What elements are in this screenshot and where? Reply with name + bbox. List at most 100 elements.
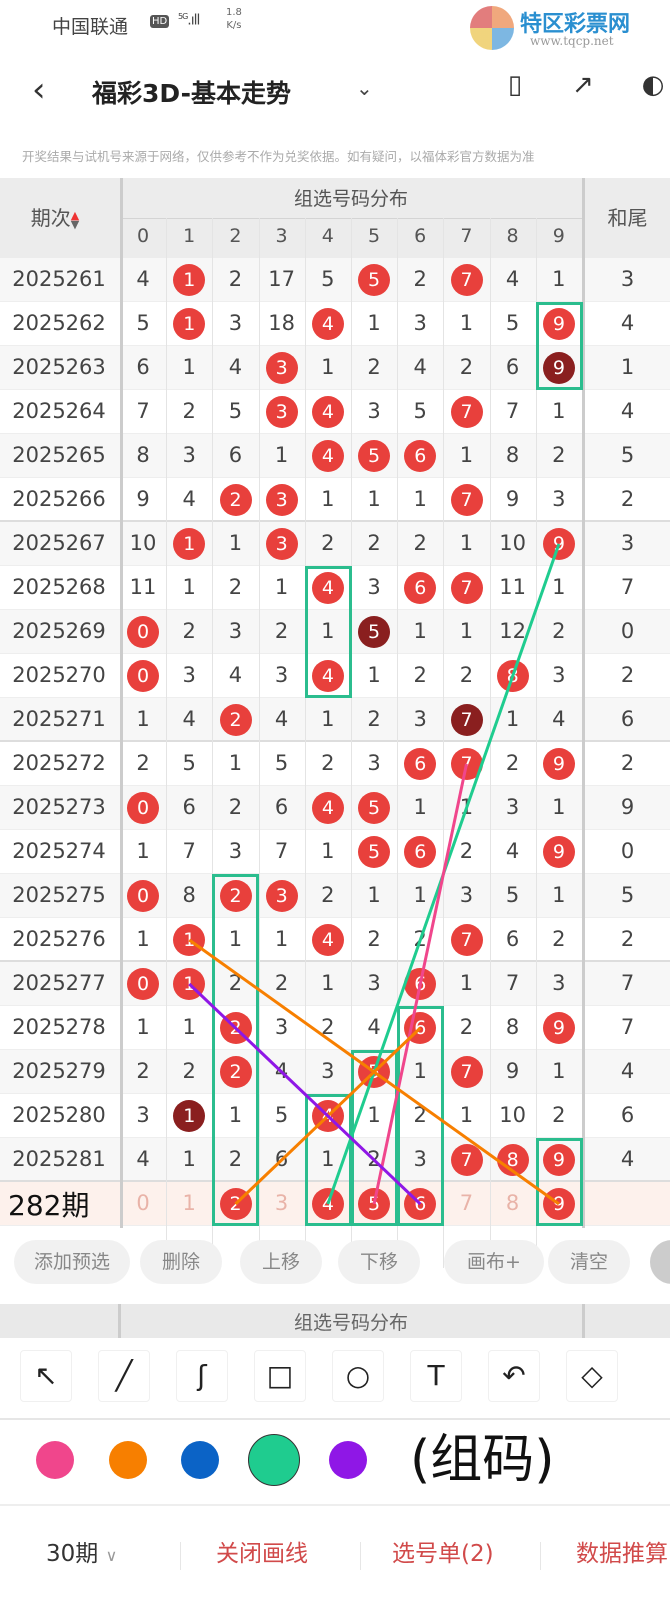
table-row: 2025262 5 1 3 18 4 1 3 1 5 9 4: [0, 302, 670, 346]
action-button[interactable]: 上移: [240, 1240, 322, 1284]
hit-number-ball[interactable]: 9: [542, 836, 575, 868]
hit-number-ball[interactable]: 7: [450, 484, 483, 516]
hit-number-ball[interactable]: 6: [404, 748, 437, 780]
green-highlight-box[interactable]: [304, 566, 352, 698]
color-swatch[interactable]: [248, 1434, 300, 1486]
page-title[interactable]: 福彩3D-基本走势: [92, 79, 291, 108]
circle-icon[interactable]: ○: [332, 1350, 384, 1402]
green-highlight-box[interactable]: [351, 1050, 398, 1226]
miss-count-cell: 1: [274, 443, 289, 467]
hit-number-ball[interactable]: 3: [265, 528, 298, 560]
hit-number-ball[interactable]: 0: [127, 880, 160, 912]
chevron-down-icon[interactable]: ⌄: [356, 76, 373, 100]
green-highlight-box[interactable]: [212, 874, 260, 1226]
hit-number-ball[interactable]: 3: [265, 484, 298, 516]
hit-number-ball[interactable]: 8: [496, 1144, 529, 1176]
repeat-number-ball[interactable]: 7: [450, 704, 483, 736]
action-button[interactable]: 删除: [140, 1240, 222, 1284]
hit-number-ball[interactable]: 0: [127, 792, 160, 824]
hit-number-ball[interactable]: 0: [127, 968, 160, 1000]
hit-number-ball[interactable]: 4: [311, 396, 344, 428]
period-header[interactable]: 期次▲ ▼: [30, 206, 80, 231]
color-swatch[interactable]: [109, 1441, 147, 1479]
color-swatch[interactable]: [329, 1441, 367, 1479]
hit-number-ball[interactable]: 2: [219, 484, 252, 516]
hit-number-ball[interactable]: 7: [450, 1056, 483, 1088]
line-icon[interactable]: ╱: [98, 1350, 150, 1402]
period-count-select[interactable]: 30期 ∨: [46, 1541, 118, 1567]
miss-count-cell[interactable]: 0: [136, 1191, 150, 1215]
hit-number-ball[interactable]: 5: [358, 440, 391, 472]
share-icon[interactable]: ↗: [572, 70, 594, 100]
hit-number-ball[interactable]: 1: [173, 528, 206, 560]
green-highlight-box[interactable]: [535, 1138, 583, 1226]
hit-number-ball[interactable]: 4: [311, 308, 344, 340]
repeat-number-ball[interactable]: 5: [358, 616, 391, 648]
hit-number-ball[interactable]: 9: [542, 1012, 575, 1044]
hit-number-ball[interactable]: 1: [173, 924, 206, 956]
color-swatch[interactable]: [36, 1441, 74, 1479]
hit-number-ball[interactable]: 6: [404, 836, 437, 868]
hit-number-ball[interactable]: 0: [127, 660, 160, 692]
hit-number-ball[interactable]: 4: [311, 440, 344, 472]
device-icon[interactable]: ▯: [507, 70, 523, 100]
eraser-icon[interactable]: ◇: [566, 1350, 618, 1402]
hit-number-ball[interactable]: 8: [496, 660, 529, 692]
hit-number-ball[interactable]: 7: [450, 572, 483, 604]
hit-number-ball[interactable]: 3: [265, 396, 298, 428]
hit-number-ball[interactable]: 3: [265, 880, 298, 912]
miss-count-cell: 5: [136, 311, 150, 335]
hit-number-ball[interactable]: 7: [450, 396, 483, 428]
hit-number-ball[interactable]: 1: [173, 264, 206, 296]
hit-number-ball[interactable]: 4: [311, 924, 344, 956]
hit-number-ball[interactable]: 9: [542, 748, 575, 780]
hit-number-ball[interactable]: 0: [127, 616, 160, 648]
hit-number-ball[interactable]: 4: [311, 792, 344, 824]
rectangle-icon[interactable]: □: [254, 1350, 306, 1402]
green-highlight-box[interactable]: [397, 1006, 445, 1226]
back-chevron-left-icon[interactable]: ‹: [32, 70, 46, 110]
hit-number-ball[interactable]: 2: [219, 704, 252, 736]
hit-number-ball[interactable]: 6: [404, 440, 437, 472]
pick-list-button[interactable]: 选号单(2): [392, 1541, 494, 1567]
data-forecast-button[interactable]: 数据推算: [576, 1541, 668, 1567]
hit-number-ball[interactable]: 1: [173, 968, 206, 1000]
action-button[interactable]: 画布+: [444, 1240, 544, 1284]
hit-number-ball[interactable]: 7: [450, 748, 483, 780]
hit-number-ball[interactable]: 1: [173, 308, 206, 340]
action-button[interactable]: 下移: [338, 1240, 420, 1284]
hit-number-ball[interactable]: 5: [358, 264, 391, 296]
hit-number-ball[interactable]: 5: [358, 836, 391, 868]
hit-number-ball[interactable]: 2: [219, 880, 252, 912]
close-drawing-button[interactable]: 关闭画线: [216, 1541, 308, 1567]
miss-count-cell: 1: [552, 399, 566, 423]
hit-number-ball[interactable]: 7: [450, 1144, 483, 1176]
arrow-pointer-icon[interactable]: ↖: [20, 1350, 72, 1402]
color-swatch[interactable]: [181, 1441, 219, 1479]
repeat-number-ball[interactable]: 1: [173, 1100, 206, 1132]
hit-number-ball[interactable]: 6: [404, 968, 437, 1000]
hit-number-ball[interactable]: 5: [358, 792, 391, 824]
repeat-number-ball[interactable]: 9: [542, 352, 575, 384]
undo-icon[interactable]: ↶: [488, 1350, 540, 1402]
miss-count-cell[interactable]: 3: [274, 1191, 289, 1215]
miss-count-cell[interactable]: 1: [182, 1191, 196, 1215]
green-highlight-box[interactable]: [535, 302, 583, 390]
miss-count-cell[interactable]: 8: [505, 1191, 520, 1215]
freehand-icon[interactable]: ʃ: [176, 1350, 228, 1402]
hit-number-ball[interactable]: 7: [450, 924, 483, 956]
hit-number-ball[interactable]: 3: [265, 352, 298, 384]
miss-count-cell[interactable]: 7: [459, 1191, 474, 1215]
hit-number-ball[interactable]: 9: [542, 528, 575, 560]
sum-tail-cell: 2: [620, 663, 635, 687]
action-button[interactable]: 清空: [548, 1240, 630, 1284]
green-highlight-box[interactable]: [304, 1094, 352, 1226]
action-button[interactable]: 添加预选: [14, 1240, 130, 1284]
scroll-more-button[interactable]: [650, 1240, 670, 1284]
hit-number-ball[interactable]: 6: [404, 572, 437, 604]
hit-number-ball[interactable]: 7: [450, 264, 483, 296]
miss-count-cell: 1: [413, 795, 427, 819]
text-icon[interactable]: T: [410, 1350, 462, 1402]
more-icon[interactable]: ◐: [641, 70, 665, 100]
hit-number-ball[interactable]: 9: [542, 308, 575, 340]
